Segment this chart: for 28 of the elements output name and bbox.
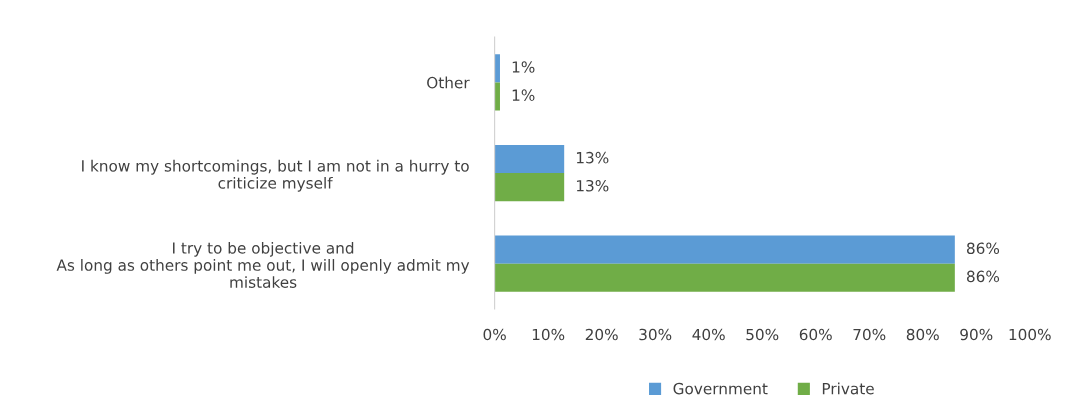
bar xyxy=(494,54,500,83)
x-tick-label: 0% xyxy=(483,328,506,341)
bar xyxy=(494,173,565,202)
data-label: 13% xyxy=(576,151,609,164)
y-tick-label: Other xyxy=(427,76,470,89)
x-tick-label: 80% xyxy=(906,328,939,341)
x-tick-label: 30% xyxy=(639,328,672,341)
legend-label: Government xyxy=(673,382,768,395)
bar xyxy=(494,82,500,111)
x-tick-label: 20% xyxy=(585,328,618,341)
data-label: 86% xyxy=(966,270,1000,283)
x-tick-label: 10% xyxy=(532,328,565,341)
legend-label: Private xyxy=(822,382,874,395)
data-label: 86% xyxy=(966,242,1000,255)
data-label: 1% xyxy=(512,61,535,73)
y-tick-label: I know my shortcomings, but I am not in a hurry to criticize myself xyxy=(82,159,469,192)
bar xyxy=(494,263,955,292)
x-tick-label: 90% xyxy=(960,328,993,341)
x-tick-label: 70% xyxy=(853,328,886,341)
x-tick-label: 60% xyxy=(799,328,832,341)
bar xyxy=(494,144,565,174)
x-tick-label: 50% xyxy=(746,328,779,341)
x-tick-label: 100% xyxy=(1009,328,1051,341)
bar xyxy=(494,235,955,264)
y-tick-label: I try to be objective and As long as others point me out, I will openly admit my mistakes xyxy=(56,241,470,288)
data-label: 1% xyxy=(512,89,535,101)
x-tick-label: 40% xyxy=(692,328,725,341)
data-label: 13% xyxy=(576,179,609,192)
